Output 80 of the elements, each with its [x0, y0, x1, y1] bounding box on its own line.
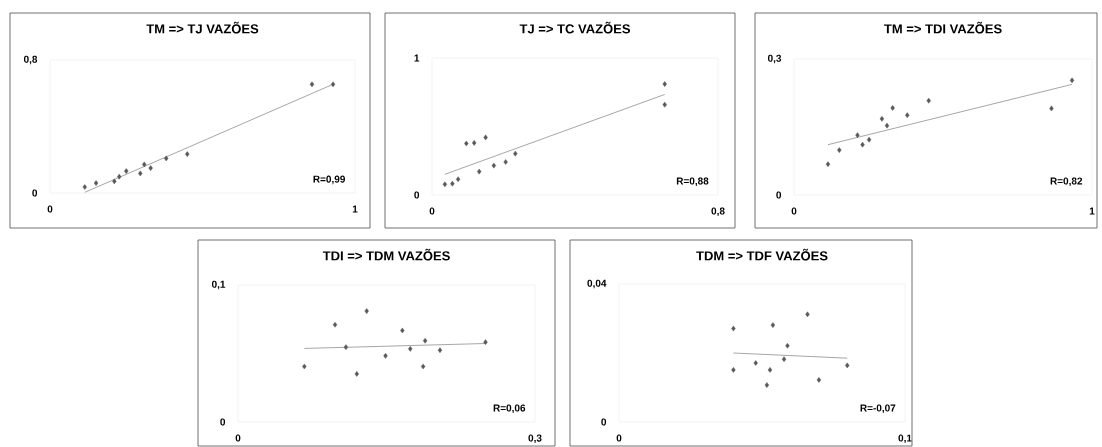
- point: [491, 162, 496, 169]
- x-tick-label: 0: [47, 205, 53, 213]
- annotation: R=0,88: [676, 177, 709, 186]
- point: [662, 101, 667, 108]
- point: [477, 168, 482, 175]
- point: [483, 134, 488, 141]
- point: [905, 112, 910, 119]
- point: [764, 382, 770, 388]
- x-tick-label: 1: [352, 205, 358, 213]
- x-tick-label: 0,1: [898, 434, 912, 444]
- point: [860, 141, 865, 148]
- point: [770, 322, 776, 328]
- point: [837, 147, 842, 153]
- point: [785, 342, 790, 349]
- point: [442, 181, 448, 188]
- point: [408, 346, 413, 352]
- point: [816, 377, 822, 383]
- point: [112, 178, 117, 185]
- point: [884, 122, 890, 129]
- point: [142, 161, 147, 168]
- point: [400, 327, 405, 334]
- point: [302, 363, 307, 370]
- point: [753, 360, 758, 366]
- y-tick-label: 0,04: [587, 279, 607, 289]
- x-tick-label: 0: [429, 207, 435, 215]
- point: [455, 176, 461, 183]
- chart-title: TM => TJ VAZÕES: [146, 21, 259, 34]
- point: [662, 81, 667, 87]
- point: [464, 140, 469, 147]
- point: [503, 159, 508, 165]
- point: [731, 325, 736, 332]
- point: [926, 97, 931, 104]
- point: [332, 321, 338, 328]
- x-tick-label: 0: [791, 207, 797, 215]
- x-tick-label: 0: [616, 434, 622, 442]
- point: [1069, 77, 1075, 84]
- chart-title: TDI => TDM VAZÕES: [322, 248, 450, 261]
- x-tick-label: 0,3: [528, 434, 542, 444]
- point: [343, 344, 349, 350]
- point: [767, 367, 773, 373]
- annotation: R=0,99: [313, 175, 345, 185]
- point: [731, 367, 736, 373]
- point: [148, 165, 153, 171]
- point: [866, 136, 872, 143]
- point: [124, 168, 129, 174]
- point: [420, 363, 426, 370]
- point: [364, 308, 369, 314]
- point: [330, 81, 336, 88]
- annotation: R=-0,07: [860, 404, 896, 413]
- point: [164, 155, 169, 162]
- point: [185, 151, 190, 157]
- point: [117, 173, 122, 180]
- point: [354, 371, 359, 377]
- point: [422, 337, 428, 344]
- x-tick-label: 1: [1089, 207, 1095, 215]
- point: [483, 339, 488, 345]
- point: [437, 347, 443, 354]
- chart-title: TDM => TDF VAZÕES: [696, 248, 828, 261]
- point: [845, 362, 850, 369]
- point: [138, 170, 143, 177]
- annotation: R=0,82: [1050, 177, 1083, 187]
- x-tick-label: 0: [235, 434, 241, 442]
- point: [855, 132, 860, 138]
- point: [472, 140, 477, 146]
- point: [805, 311, 810, 318]
- point: [383, 353, 388, 359]
- point: [1049, 105, 1054, 112]
- point: [781, 356, 787, 363]
- point: [879, 116, 885, 122]
- point: [93, 180, 99, 186]
- x-tick-label: 0,8: [711, 207, 725, 217]
- point: [890, 105, 895, 111]
- annotation: R=0,06: [493, 404, 526, 413]
- point: [825, 161, 831, 167]
- point: [82, 184, 87, 190]
- point: [450, 180, 455, 187]
- point: [309, 81, 315, 88]
- chart-title: TJ => TC VAZÕES: [519, 21, 631, 34]
- chart-title: TM => TDI VAZÕES: [884, 21, 1002, 34]
- point: [513, 150, 518, 157]
